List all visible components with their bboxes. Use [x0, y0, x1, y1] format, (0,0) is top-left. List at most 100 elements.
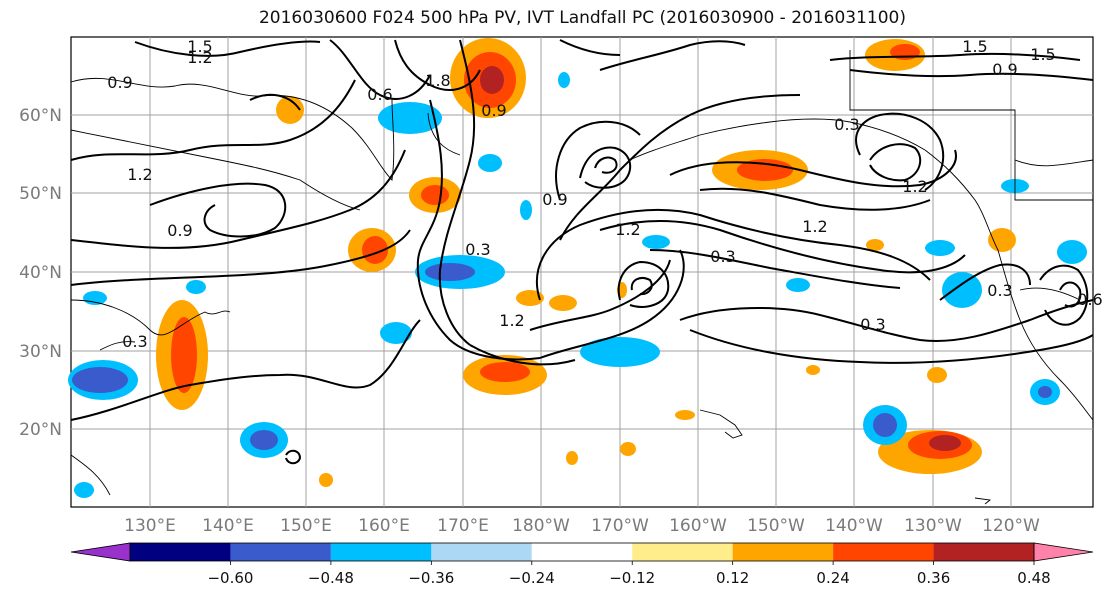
colorbar-tick-label: −0.48 [308, 569, 354, 587]
lon-label: 140°W [825, 516, 883, 536]
contour-line [849, 69, 1094, 81]
colorbar-segment [130, 543, 231, 561]
shade-negative [1038, 386, 1052, 398]
contour-line [699, 187, 931, 211]
contour-label: 0.6 [1077, 290, 1102, 309]
contour-label: 1.2 [127, 165, 152, 184]
contour-line [594, 156, 618, 174]
contour-label: 1.5 [962, 37, 987, 56]
contour-line [535, 208, 931, 301]
colorbar-tick-label: −0.24 [509, 569, 555, 587]
shade-positive [927, 367, 947, 383]
shade-positive [549, 295, 577, 311]
contour-line [649, 249, 901, 289]
shade-negative [83, 291, 107, 305]
colorbar-tick-label: 0.12 [716, 569, 749, 587]
contour-label: 1.5 [187, 37, 212, 56]
contour-line [630, 277, 653, 296]
contour-line [1059, 281, 1082, 308]
contour-label: 1.2 [902, 177, 927, 196]
contour-label: 1.2 [615, 220, 640, 239]
shade-negative [580, 337, 660, 367]
lon-label: 130°E [124, 516, 176, 536]
colorbar-tick-label: 0.24 [816, 569, 849, 587]
colorbar-segment [732, 543, 834, 561]
colorbar-segment [531, 543, 633, 561]
shade-negative [380, 322, 412, 344]
contour-label: 0.3 [987, 281, 1012, 300]
contour-label: 1.2 [802, 217, 827, 236]
shade-positive [737, 159, 793, 181]
lon-label: 180°W [512, 516, 570, 536]
lat-label: 40°N [19, 263, 62, 283]
shade-negative [72, 367, 128, 393]
contour-line [134, 40, 321, 57]
contour-line [599, 40, 746, 71]
contour-label: 1.8 [425, 71, 450, 90]
colorbar-segment [933, 543, 1034, 561]
shade-negative [74, 482, 94, 498]
shade-negative [558, 72, 570, 88]
contour-line [70, 229, 411, 286]
shade-positive [480, 362, 530, 382]
lat-label: 60°N [19, 106, 62, 126]
contour-line [939, 263, 1031, 301]
contour-line [149, 182, 287, 238]
contour-label: 1.2 [187, 48, 212, 67]
pv-contours [70, 39, 1094, 465]
lon-label: 170°W [591, 516, 649, 536]
contour-label: 0.9 [167, 221, 192, 240]
lon-label: 160°W [669, 516, 727, 536]
contour-line [70, 149, 406, 249]
shade-negative [942, 272, 982, 308]
lat-label: 20°N [19, 420, 62, 440]
contour-line [469, 344, 576, 366]
lon-label: 160°E [358, 516, 410, 536]
shade-negative [873, 413, 897, 437]
contour-label: 0.9 [107, 73, 132, 92]
contour-line [438, 39, 476, 346]
contour-label: 0.9 [542, 190, 567, 209]
shade-negative [378, 102, 442, 134]
colorbar-segment [431, 543, 532, 561]
colorbar-tick-label: −0.36 [408, 569, 454, 587]
shade-negative [425, 263, 475, 281]
shade-positive [362, 236, 388, 264]
contour-line [599, 220, 966, 274]
contour-line [329, 39, 431, 100]
contour-label: 0.6 [367, 85, 392, 104]
contour-label: 1.5 [1030, 45, 1055, 64]
shade-negative [478, 154, 502, 172]
contour-label: 0.9 [992, 60, 1017, 79]
contour-label: 1.2 [499, 311, 524, 330]
shade-positive [620, 442, 636, 456]
contour-line [555, 120, 641, 201]
contour-line [285, 449, 302, 465]
contour-line [1039, 264, 1089, 326]
lon-label: 140°E [202, 516, 254, 536]
lon-label: 170°E [437, 516, 489, 536]
contour-label: 0.3 [834, 115, 859, 134]
colorbar [70, 542, 1094, 562]
shade-positive [276, 96, 304, 124]
contour-line [559, 94, 801, 241]
lat-label: 30°N [19, 342, 62, 362]
contour-line [70, 79, 356, 161]
shade-positive [988, 228, 1016, 252]
colorbar-tick-label: 0.36 [917, 569, 950, 587]
colorbar-extend-max [1033, 542, 1094, 562]
shade-positive [866, 239, 884, 251]
colorbar-segment [833, 543, 934, 561]
shade-positive [516, 290, 544, 306]
colorbar-tick-label: −0.12 [609, 569, 655, 587]
contour-line [869, 143, 922, 182]
contour-label: 0.3 [122, 332, 147, 351]
contour-line [249, 93, 301, 111]
colorbar-outline [129, 542, 1035, 562]
colorbar-tick-labels: −0.60 −0.48 −0.36 −0.24 −0.12 0.12 0.24 0.36 0.4… [207, 561, 1051, 587]
shaded-anomalies [68, 38, 1087, 498]
shade-negative [186, 280, 206, 294]
contour-line [855, 112, 945, 191]
shade-negative [786, 278, 810, 292]
